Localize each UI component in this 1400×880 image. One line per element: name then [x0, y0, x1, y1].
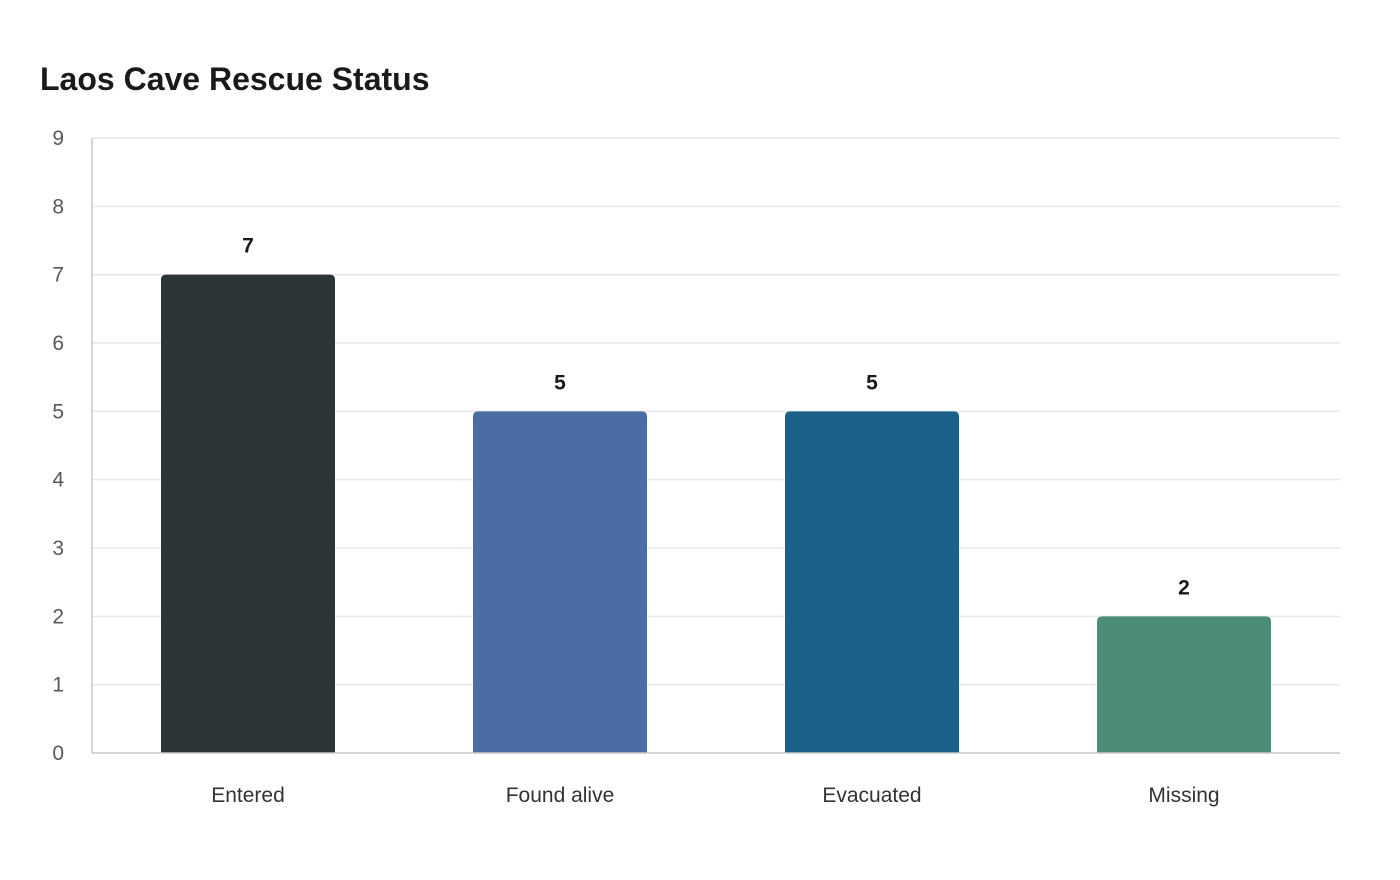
- y-tick-label: 9: [52, 127, 64, 150]
- y-tick-label: 1: [52, 674, 64, 697]
- x-category-label: Found alive: [506, 784, 615, 807]
- data-label: 5: [554, 371, 566, 394]
- x-category-label: Missing: [1148, 784, 1219, 807]
- chart-title: Laos Cave Rescue Status: [40, 61, 430, 97]
- bars: [161, 274, 1271, 753]
- y-tick-label: 2: [52, 605, 64, 628]
- y-tick-label: 5: [52, 400, 64, 423]
- y-axis-tick-labels: 0 1 2 3 4 5 6 7 8 9: [52, 127, 64, 765]
- y-tick-label: 8: [52, 195, 64, 218]
- y-tick-label: 3: [52, 537, 64, 560]
- data-label: 7: [242, 235, 254, 258]
- y-tick-label: 6: [52, 332, 64, 355]
- y-tick-label: 7: [52, 264, 64, 287]
- data-label: 5: [866, 371, 878, 394]
- y-tick-label: 0: [52, 742, 64, 765]
- data-label: 2: [1178, 576, 1190, 599]
- bar-evacuated: [785, 411, 959, 753]
- bar-found-alive: [473, 411, 647, 753]
- x-category-label: Evacuated: [822, 784, 921, 807]
- bar-missing: [1097, 616, 1271, 753]
- bar-entered: [161, 274, 335, 753]
- y-tick-label: 4: [52, 469, 64, 492]
- x-category-label: Entered: [211, 784, 285, 807]
- data-labels: 7 5 5 2: [242, 235, 1190, 600]
- x-axis-category-labels: Entered Found alive Evacuated Missing: [211, 784, 1219, 807]
